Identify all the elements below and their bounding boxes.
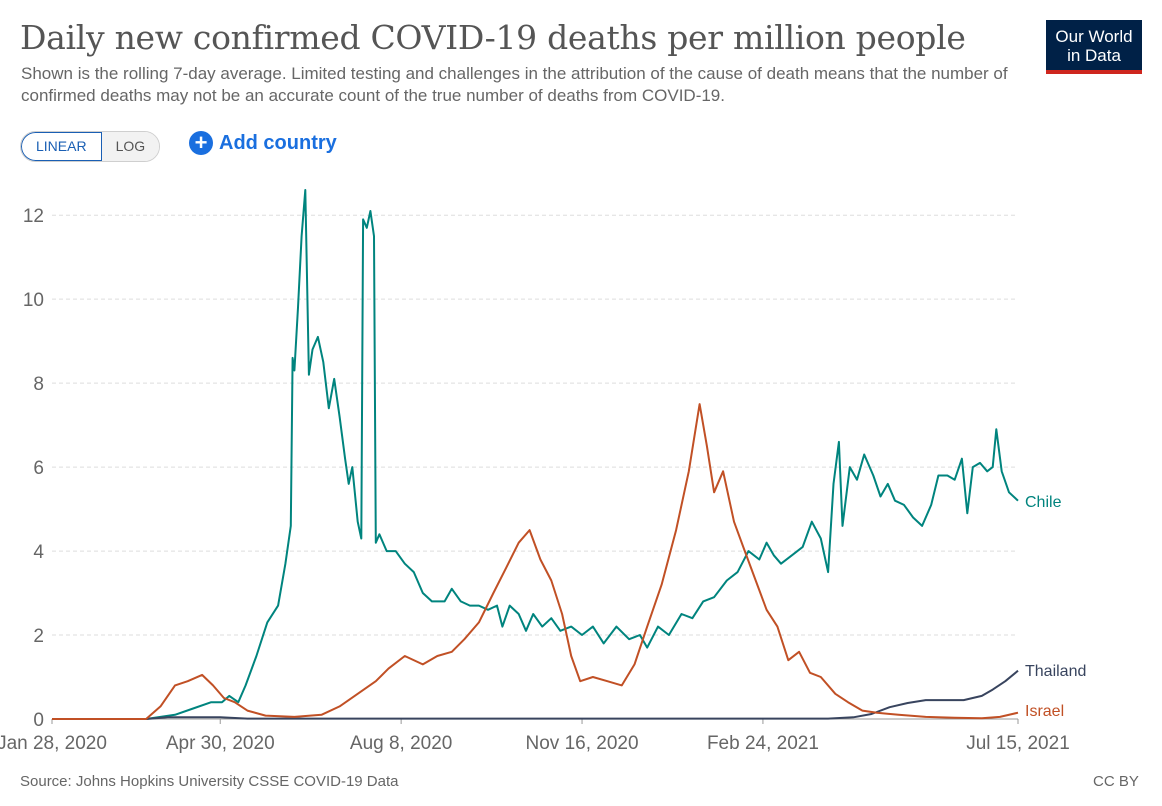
grid-lines xyxy=(52,214,1018,636)
series-line-thailand[interactable] xyxy=(52,669,1019,720)
y-tick-label: 8 xyxy=(33,374,44,395)
y-tick-label: 10 xyxy=(23,290,44,311)
license-link[interactable]: CC BY xyxy=(1093,773,1139,790)
add-country-label: Add country xyxy=(219,131,337,154)
linear-scale-button[interactable]: LINEAR xyxy=(21,132,102,161)
series-label-thailand[interactable]: Thailand xyxy=(1025,663,1086,680)
y-tick-label: 4 xyxy=(33,542,44,563)
logo-line-1: Our World xyxy=(1055,27,1133,46)
series-line-israel[interactable] xyxy=(52,403,1019,720)
y-tick-label: 6 xyxy=(33,458,44,479)
x-tick-label: Aug 8, 2020 xyxy=(350,733,452,754)
owid-logo[interactable]: Our World in Data xyxy=(1046,20,1142,74)
source-note: Source: Johns Hopkins University CSSE CO… xyxy=(20,773,399,790)
x-axis: Jan 28, 2020 Apr 30, 2020 Aug 8, 2020 Nov 1… xyxy=(0,718,1070,754)
y-axis-ticks: 0 2 4 6 8 10 12 xyxy=(23,206,45,731)
series-labels: Chile Thailand Israel xyxy=(1025,494,1086,720)
add-country-button[interactable]: + Add country xyxy=(189,131,337,155)
series-label-chile[interactable]: Chile xyxy=(1025,494,1062,511)
y-tick-label: 12 xyxy=(23,206,44,227)
x-tick-label: Feb 24, 2021 xyxy=(707,733,819,754)
series-label-israel[interactable]: Israel xyxy=(1025,703,1064,720)
chart-subtitle: Shown is the rolling 7-day average. Limi… xyxy=(21,64,1008,105)
scale-toggle: LINEAR LOG xyxy=(20,131,161,162)
x-tick-label: Nov 16, 2020 xyxy=(526,733,639,754)
chart-title: Daily new confirmed COVID-19 deaths per … xyxy=(20,18,966,57)
y-tick-label: 2 xyxy=(33,626,44,647)
y-tick-label: 0 xyxy=(33,710,44,731)
series-lines xyxy=(52,189,1019,720)
x-tick-label: Jul 15, 2021 xyxy=(966,733,1070,754)
x-tick-label: Apr 30, 2020 xyxy=(166,733,275,754)
x-tick-label: Jan 28, 2020 xyxy=(0,733,107,754)
logo-line-2: in Data xyxy=(1067,46,1121,65)
log-scale-button[interactable]: LOG xyxy=(101,132,160,161)
plus-circle-icon: + xyxy=(189,131,213,155)
series-line-chile[interactable] xyxy=(52,189,1019,720)
